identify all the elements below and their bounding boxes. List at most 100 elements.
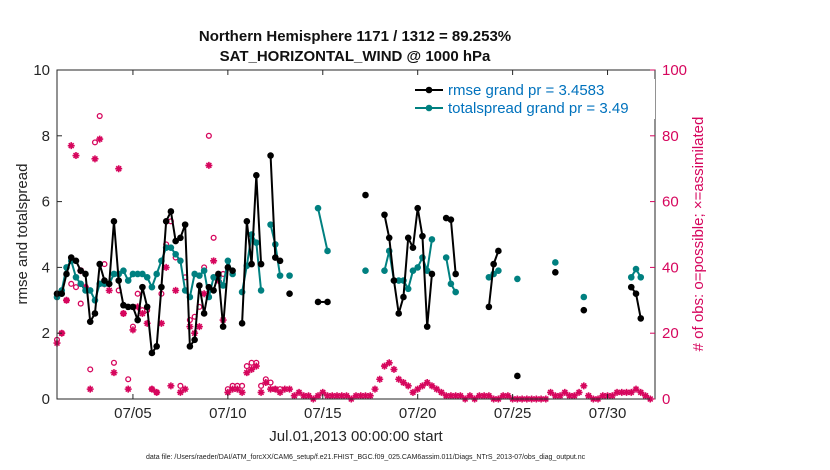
rmse-point-0-21 <box>153 343 160 350</box>
rmse-point-0-26 <box>177 234 184 242</box>
obs-assimilated-marker-17 <box>134 303 142 311</box>
obs-assimilated-marker-12 <box>110 369 118 377</box>
rmse-point-0-32 <box>205 283 213 291</box>
obs-assimilated-marker-33 <box>210 257 218 265</box>
spread-point-0-21 <box>153 270 160 278</box>
y-right-tick-label-4: 80 <box>662 128 679 145</box>
obs-assimilated-marker-25 <box>172 286 180 294</box>
spread-point-6-6 <box>409 267 417 274</box>
rmse-point-0-30 <box>196 282 203 289</box>
spread-point-0-4 <box>72 273 80 281</box>
y-tick-label-5: 10 <box>33 62 50 79</box>
rmse-point-6-2 <box>390 277 398 284</box>
obs-assimilated-marker-38 <box>233 385 241 393</box>
obs-assimilated-marker-119 <box>618 388 626 396</box>
obs-assimilated-marker-122 <box>632 385 640 393</box>
obs-possible-marker-41 <box>248 359 255 366</box>
obs-possible-marker-3 <box>68 280 75 287</box>
rmse-point-1-4 <box>257 260 265 268</box>
rmse-point-0-22 <box>158 283 165 291</box>
obs-assimilated-marker-117 <box>608 392 616 400</box>
rmse-point-0-29 <box>191 336 198 344</box>
obs-assimilated-marker-120 <box>623 388 631 396</box>
obs-assimilated-marker-105 <box>551 392 559 400</box>
spread-point-12-2 <box>637 273 645 281</box>
obs-assimilated-marker-21 <box>153 388 161 396</box>
rmse-point-6-4 <box>400 293 407 301</box>
obs-assimilated-marker-2 <box>62 296 70 304</box>
spread-point-0-26 <box>177 257 184 265</box>
obs-possible-marker-9 <box>96 113 103 120</box>
rmse-point-10-0 <box>552 269 559 276</box>
rmse-point-0-1 <box>58 290 66 298</box>
obs-possible-marker-32 <box>205 132 212 139</box>
rmse-point-5-0 <box>362 191 369 199</box>
obs-assimilated-marker-75 <box>409 388 417 396</box>
spread-point-9-0 <box>514 275 521 283</box>
spread-point-7-2 <box>452 288 459 296</box>
rmse-point-0-24 <box>167 208 175 215</box>
x-axis-label: Jul.01,2013 00:00:00 start <box>269 428 443 445</box>
obs-assimilated-marker-82 <box>442 392 450 400</box>
obs-assimilated-marker-19 <box>143 319 151 327</box>
obs-assimilated-marker-7 <box>86 385 94 393</box>
spread-point-0-19 <box>143 273 151 281</box>
rmse-point-0-35 <box>219 323 227 330</box>
legend-spread-marker <box>425 104 433 112</box>
spread-point-2-0 <box>267 221 274 228</box>
rmse-point-0-3 <box>67 254 75 261</box>
obs-assimilated-marker-23 <box>162 263 170 271</box>
rmse-point-12-1 <box>632 290 640 298</box>
rmse-point-0-4 <box>72 257 80 265</box>
axis-ticks: 07/05 07/10 07/15 07/20 07/25 07/300246810020… <box>33 62 687 422</box>
rmse-point-0-36 <box>224 264 232 271</box>
spread-point-0-35 <box>219 282 227 289</box>
rmse-point-6-3 <box>395 310 403 317</box>
rmse-point-6-0 <box>381 211 388 219</box>
y-right-tick-label-5: 100 <box>662 62 687 79</box>
obs-possible-marker-4 <box>72 284 80 291</box>
obs-assimilated-marker-37 <box>229 385 237 393</box>
obs-assimilated-marker-48 <box>281 385 289 393</box>
obs-assimilated-marker-107 <box>561 388 569 396</box>
obs-assimilated-marker-56 <box>319 388 327 396</box>
spread-point-1-3 <box>253 239 260 247</box>
spread-point-1-4 <box>257 287 265 294</box>
rmse-line-segment-6 <box>383 207 433 328</box>
spread-point-11-0 <box>580 293 588 301</box>
rmse-point-7-2 <box>452 270 459 278</box>
obs-assimilated-marker-4 <box>72 152 80 160</box>
y-tick-label-1: 2 <box>42 325 50 342</box>
obs-assimilated-marker-61 <box>343 392 351 400</box>
obs-assimilated-marker-45 <box>267 385 275 393</box>
obs-assimilated-marker-91 <box>485 392 493 400</box>
spread-point-7-0 <box>442 254 450 261</box>
legend: rmse grand pr = 3.4583 totalspread grand… <box>410 79 655 119</box>
rmse-point-2-0 <box>267 152 274 159</box>
obs-assimilated-marker-79 <box>428 382 436 390</box>
y-tick-label-4: 8 <box>42 128 50 145</box>
y-tick-label-0: 0 <box>42 391 50 408</box>
rmse-point-12-0 <box>627 283 635 291</box>
obs-assimilated-marker-53 <box>305 392 313 400</box>
obs-assimilated-marker-3 <box>67 142 75 150</box>
obs-assimilated-marker-63 <box>352 392 360 400</box>
obs-assimilated-marker-78 <box>423 379 431 387</box>
obs-assimilated-marker-71 <box>390 365 398 373</box>
rmse-point-0-23 <box>162 218 170 225</box>
rmse-point-6-1 <box>385 234 393 242</box>
rmse-point-0-28 <box>186 343 194 350</box>
spread-point-8-0 <box>485 273 493 281</box>
spread-point-0-30 <box>196 272 203 279</box>
obs-assimilated-marker-16 <box>129 326 137 334</box>
obs-assimilated-marker-77 <box>418 382 426 390</box>
y-right-tick-label-2: 40 <box>662 259 679 276</box>
rmse-point-7-1 <box>447 216 455 223</box>
spread-point-12-1 <box>632 265 640 273</box>
spread-point-12-0 <box>627 273 635 281</box>
obs-assimilated-marker-94 <box>499 392 507 400</box>
x-tick-label-2: 07/15 <box>304 405 342 422</box>
rmse-point-1-0 <box>238 320 246 327</box>
rmse-point-6-7 <box>414 204 421 212</box>
plot-frame <box>56 69 656 400</box>
